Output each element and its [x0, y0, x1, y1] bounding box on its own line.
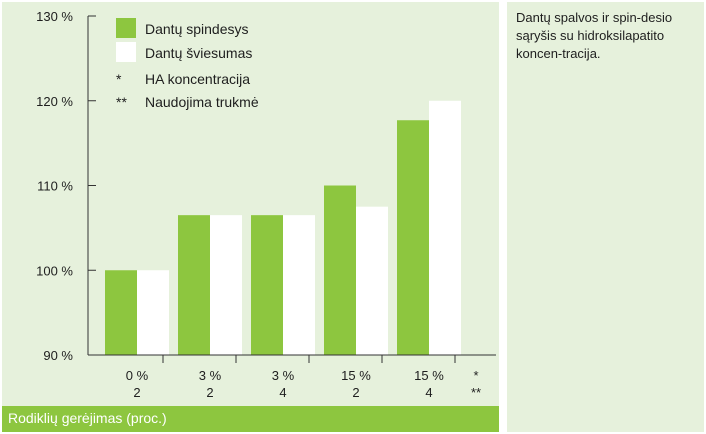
- category-sublabel: 2: [206, 385, 213, 400]
- y-tick-label: 100 %: [36, 263, 73, 278]
- category-label: 3 %: [272, 368, 295, 383]
- category-label: 3 %: [199, 368, 222, 383]
- y-tick-label: 110 %: [37, 179, 73, 194]
- category-sublabel: 2: [133, 385, 140, 400]
- y-tick-label: 120 %: [36, 94, 73, 109]
- category-sublabel: 2: [352, 385, 359, 400]
- caption-panel: Dantų spalvos ir spin-desio sąryšis su h…: [507, 2, 704, 432]
- legend-note-symbol: *: [116, 71, 122, 87]
- y-tick-label: 90 %: [43, 348, 73, 363]
- caption-text: Dantų spalvos ir spin-desio sąryšis su h…: [516, 10, 673, 61]
- bar-sviesumas: [283, 215, 315, 355]
- legend-note-label: HA koncentracija: [145, 71, 250, 87]
- y-tick-label: 130 %: [36, 9, 73, 24]
- category-sublabel: 4: [425, 385, 432, 400]
- legend-note-symbol: **: [116, 94, 127, 110]
- bar-spindesys: [178, 215, 210, 355]
- x-axis-title-bar: Rodiklių gerėjimas (proc.): [2, 406, 499, 432]
- bar-sviesumas: [210, 215, 242, 355]
- legend-swatch: [116, 18, 136, 38]
- bar-spindesys: [324, 185, 356, 355]
- legend-swatch: [116, 42, 136, 62]
- bar-spindesys: [105, 270, 137, 355]
- legend-label: Dantų spindesys: [145, 21, 249, 37]
- legend-label: Dantų šviesumas: [145, 45, 252, 61]
- legend-note-label: Naudojima trukmė: [145, 94, 259, 110]
- bar-sviesumas: [356, 206, 388, 355]
- row-marker: *: [473, 368, 478, 383]
- row-marker: **: [471, 385, 481, 400]
- category-label: 15 %: [414, 368, 444, 383]
- bar-sviesumas: [429, 100, 461, 355]
- category-label: 0 %: [126, 368, 149, 383]
- bar-sviesumas: [137, 270, 169, 355]
- bar-chart: 90 % 100 % 110 % 120 % 130 % 0 % 2 3 % 2 3 % 4 15 …: [36, 9, 496, 400]
- bar-spindesys: [397, 120, 429, 356]
- category-label: 15 %: [341, 368, 371, 383]
- bar-spindesys: [251, 215, 283, 355]
- x-axis-title: Rodiklių gerėjimas (proc.): [8, 410, 167, 426]
- category-sublabel: 4: [279, 385, 286, 400]
- chart-panel: 90 % 100 % 110 % 120 % 130 % 0 % 2 3 % 2 3 % 4 15 …: [2, 2, 499, 406]
